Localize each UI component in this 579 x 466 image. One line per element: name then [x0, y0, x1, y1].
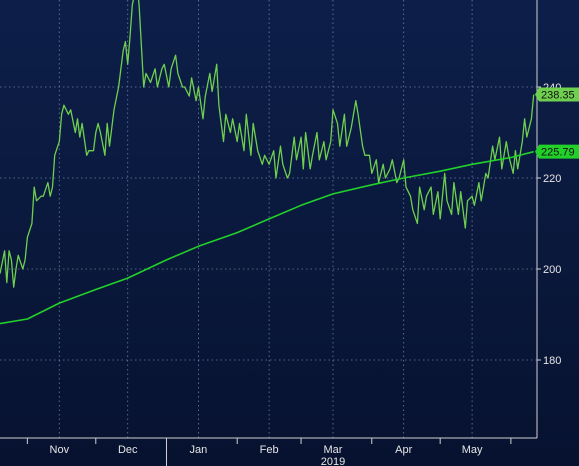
- last-value-label: 238.35: [541, 90, 575, 102]
- x-tick-label: Feb: [260, 444, 279, 456]
- x-tick-label: Dec: [118, 444, 138, 456]
- tick-labels: 180200220240260NovDecJanFebMarAprMay2019: [50, 0, 562, 466]
- x-tick-label: Nov: [50, 444, 70, 456]
- y-tick-label: 220: [543, 173, 561, 185]
- y-tick-label: 200: [543, 264, 561, 276]
- y-tick-label: 260: [543, 0, 561, 3]
- x-tick-label: May: [462, 444, 483, 456]
- series-line-2: [0, 150, 534, 325]
- last-value-badge: [535, 144, 579, 159]
- y-tick-label: 180: [543, 355, 561, 367]
- year-label: 2019: [321, 456, 345, 466]
- axes: [0, 0, 541, 466]
- last-value-label: 225.79: [541, 147, 575, 159]
- value-badges: 238.35 225.79: [535, 87, 579, 159]
- x-tick-label: Jan: [190, 444, 208, 456]
- series-layer: [0, 0, 535, 325]
- series-line-1: [0, 0, 535, 288]
- grid: [0, 0, 537, 438]
- x-tick-label: Mar: [324, 444, 343, 456]
- last-value-badge: [535, 87, 579, 102]
- x-tick-label: Apr: [395, 444, 412, 456]
